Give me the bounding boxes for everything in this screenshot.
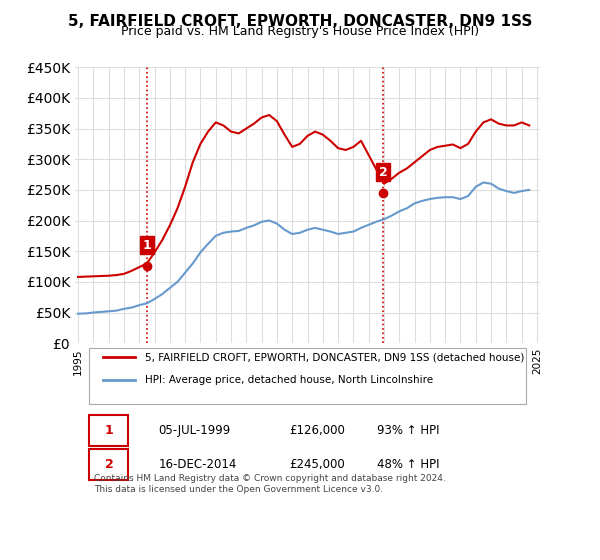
Text: 48% ↑ HPI: 48% ↑ HPI: [377, 458, 440, 471]
Text: 16-DEC-2014: 16-DEC-2014: [158, 458, 237, 471]
Text: £245,000: £245,000: [289, 458, 344, 471]
Text: 2: 2: [104, 458, 113, 471]
FancyBboxPatch shape: [89, 414, 128, 446]
FancyBboxPatch shape: [89, 449, 128, 480]
Text: 1: 1: [104, 423, 113, 437]
Text: 05-JUL-1999: 05-JUL-1999: [158, 423, 231, 437]
Text: HPI: Average price, detached house, North Lincolnshire: HPI: Average price, detached house, Nort…: [145, 375, 433, 385]
Text: 5, FAIRFIELD CROFT, EPWORTH, DONCASTER, DN9 1SS (detached house): 5, FAIRFIELD CROFT, EPWORTH, DONCASTER, …: [145, 352, 524, 362]
Text: 93% ↑ HPI: 93% ↑ HPI: [377, 423, 440, 437]
Text: 2: 2: [379, 166, 388, 179]
Text: 1: 1: [142, 239, 151, 252]
Text: £126,000: £126,000: [289, 423, 345, 437]
Text: Contains HM Land Registry data © Crown copyright and database right 2024.
This d: Contains HM Land Registry data © Crown c…: [94, 474, 445, 494]
Text: Price paid vs. HM Land Registry's House Price Index (HPI): Price paid vs. HM Land Registry's House …: [121, 25, 479, 38]
FancyBboxPatch shape: [89, 348, 526, 404]
Text: 5, FAIRFIELD CROFT, EPWORTH, DONCASTER, DN9 1SS: 5, FAIRFIELD CROFT, EPWORTH, DONCASTER, …: [68, 14, 532, 29]
